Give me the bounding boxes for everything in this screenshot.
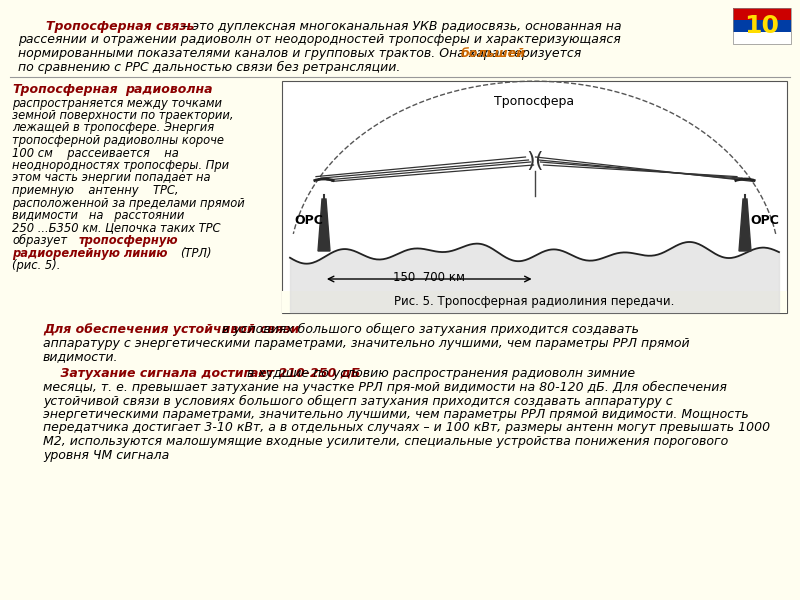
Text: Для обеспечения устойчивой связи: Для обеспечения устойчивой связи <box>43 323 299 336</box>
Text: нормированными показателями каналов и групповых трактов. Она характеризуется: нормированными показателями каналов и гр… <box>18 47 586 60</box>
Text: энергетическими параметрами, значительно лучшими, чем параметры РРЛ прямой видим: энергетическими параметрами, значительно… <box>43 408 749 421</box>
Text: Тропосферная: Тропосферная <box>12 83 118 96</box>
Text: ОРС: ОРС <box>294 214 323 227</box>
Bar <box>733 20 791 32</box>
Bar <box>282 291 787 313</box>
Text: Рис. 5. Тропосферная радиолиния передачи.: Рис. 5. Тропосферная радиолиния передачи… <box>394 295 674 308</box>
Text: неоднородностях тропосферы. При: неоднородностях тропосферы. При <box>12 159 229 172</box>
Text: по сравнению с РРС дальностью связи без ретрансляции.: по сравнению с РРС дальностью связи без … <box>18 61 400 74</box>
Polygon shape <box>739 199 751 251</box>
Bar <box>733 32 791 44</box>
Text: Тропосфера: Тропосфера <box>494 95 574 108</box>
Text: аппаратуру с энергетическими параметрами, значительно лучшими, чем параметры РРЛ: аппаратуру с энергетическими параметрами… <box>43 337 690 349</box>
Text: радиоволна: радиоволна <box>125 83 213 96</box>
Text: видимости   на   расстоянии: видимости на расстоянии <box>12 209 184 222</box>
Text: (ТРЛ): (ТРЛ) <box>180 247 211 259</box>
Text: месяцы, т. е. превышает затухание на участке РРЛ пря-мой видимости на 80-120 дБ.: месяцы, т. е. превышает затухание на уча… <box>43 381 727 394</box>
Text: распространяется между точками: распространяется между точками <box>12 97 222 109</box>
Text: ОРС: ОРС <box>750 214 779 227</box>
Text: видимости.: видимости. <box>43 350 118 363</box>
Polygon shape <box>318 199 330 251</box>
Text: передатчика достигает 3-10 кВт, а в отдельных случаях – и 100 кВт, размеры антен: передатчика достигает 3-10 кВт, а в отде… <box>43 421 770 434</box>
Bar <box>733 8 791 44</box>
Text: в условиях большого общего затухания приходится создавать: в условиях большого общего затухания при… <box>218 323 639 336</box>
Text: образует: образует <box>12 234 67 247</box>
Text: расположенной за пределами прямой: расположенной за пределами прямой <box>12 196 245 209</box>
Text: лежащей в тропосфере. Энергия: лежащей в тропосфере. Энергия <box>12 121 214 134</box>
Text: земной поверхности по траектории,: земной поверхности по траектории, <box>12 109 234 122</box>
Text: в худшие по условию распространения радиоволн зимние: в худшие по условию распространения ради… <box>243 367 635 380</box>
Text: (рис. 5).: (рис. 5). <box>12 259 60 272</box>
Text: этом часть энергии попадает на: этом часть энергии попадает на <box>12 172 210 185</box>
Text: устойчивой связи в условиях большого общегп затухания приходится создавать аппар: устойчивой связи в условиях большого общ… <box>43 395 673 407</box>
Text: рассеянии и отражении радиоволн от неодородностей тропосферы и характеризующаяся: рассеянии и отражении радиоволн от неодо… <box>18 34 621 46</box>
Bar <box>733 8 791 20</box>
Text: Тропосферная связь: Тропосферная связь <box>46 20 194 33</box>
Text: Затухание сигнала достигает 210-250 дБ: Затухание сигнала достигает 210-250 дБ <box>43 367 360 380</box>
Text: – это дуплексная многоканальная УКВ радиосвязь, основанная на: – это дуплексная многоканальная УКВ ради… <box>178 20 622 33</box>
Text: приемную    антенну    ТРС,: приемную антенну ТРС, <box>12 184 178 197</box>
Text: тропосферную: тропосферную <box>79 234 178 247</box>
Text: тропосферной радиоволны короче: тропосферной радиоволны короче <box>12 134 224 147</box>
Bar <box>282 81 787 313</box>
Text: большей: большей <box>461 47 526 60</box>
Text: 10: 10 <box>745 14 779 38</box>
Text: 150  700 км: 150 700 км <box>394 271 466 284</box>
Text: 250 ...Б350 км. Цепочка таких ТРС: 250 ...Б350 км. Цепочка таких ТРС <box>12 221 221 235</box>
Text: уровня ЧМ сигнала: уровня ЧМ сигнала <box>43 449 170 461</box>
Text: 100 см    рассеивается    на: 100 см рассеивается на <box>12 146 178 160</box>
Text: М2, используются малошумящие входные усилители, специальные устройства понижения: М2, используются малошумящие входные уси… <box>43 435 728 448</box>
Text: радиорелейную линию: радиорелейную линию <box>12 247 167 259</box>
Text: ): ) <box>526 151 535 171</box>
Text: (: ( <box>534 151 543 171</box>
